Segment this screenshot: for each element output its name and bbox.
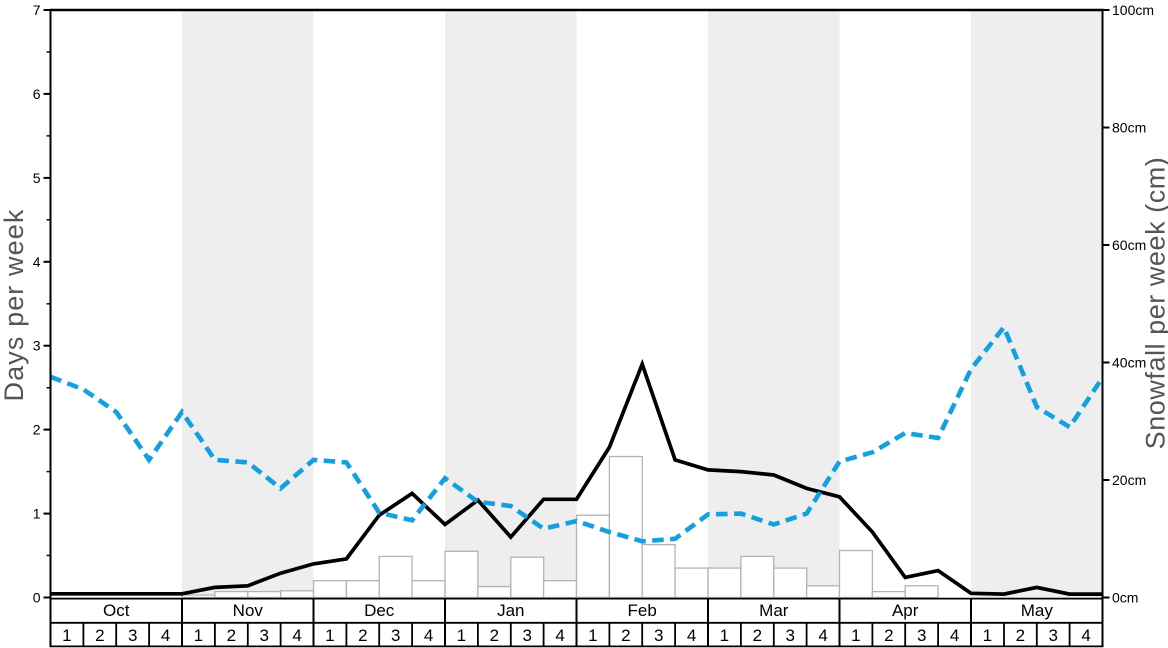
svg-text:2: 2 <box>227 626 236 645</box>
svg-text:3: 3 <box>33 338 41 354</box>
svg-text:2: 2 <box>884 626 893 645</box>
svg-text:40cm: 40cm <box>1112 355 1146 371</box>
svg-text:3: 3 <box>259 626 268 645</box>
svg-text:80cm: 80cm <box>1112 120 1146 136</box>
svg-text:2: 2 <box>753 626 762 645</box>
svg-text:1: 1 <box>33 506 41 522</box>
svg-text:Days per week: Days per week <box>0 209 29 402</box>
svg-text:1: 1 <box>457 626 466 645</box>
svg-text:4: 4 <box>950 626 959 645</box>
svg-text:2: 2 <box>621 626 630 645</box>
svg-text:Jan: Jan <box>497 601 524 620</box>
svg-text:20cm: 20cm <box>1112 472 1146 488</box>
svg-text:3: 3 <box>391 626 400 645</box>
svg-text:May: May <box>1021 601 1054 620</box>
svg-text:2: 2 <box>1016 626 1025 645</box>
svg-text:4: 4 <box>818 626 827 645</box>
svg-text:3: 3 <box>1048 626 1057 645</box>
svg-text:3: 3 <box>917 626 926 645</box>
svg-text:1: 1 <box>194 626 203 645</box>
svg-text:4: 4 <box>292 626 301 645</box>
svg-text:Oct: Oct <box>103 601 130 620</box>
svg-text:Snowfall per week (cm): Snowfall per week (cm) <box>1141 157 1168 450</box>
svg-text:4: 4 <box>555 626 564 645</box>
svg-text:1: 1 <box>588 626 597 645</box>
svg-text:1: 1 <box>62 626 71 645</box>
svg-text:2: 2 <box>490 626 499 645</box>
svg-text:0cm: 0cm <box>1112 590 1138 606</box>
svg-text:4: 4 <box>687 626 696 645</box>
svg-text:3: 3 <box>522 626 531 645</box>
svg-text:4: 4 <box>33 254 41 270</box>
svg-text:Nov: Nov <box>233 601 264 620</box>
svg-text:3: 3 <box>785 626 794 645</box>
svg-text:0: 0 <box>33 590 41 606</box>
svg-text:1: 1 <box>325 626 334 645</box>
svg-text:3: 3 <box>128 626 137 645</box>
svg-text:1: 1 <box>851 626 860 645</box>
svg-text:Dec: Dec <box>364 601 395 620</box>
svg-text:2: 2 <box>33 422 41 438</box>
svg-text:6: 6 <box>33 86 41 102</box>
svg-text:2: 2 <box>95 626 104 645</box>
svg-text:7: 7 <box>33 2 41 18</box>
svg-text:4: 4 <box>161 626 170 645</box>
svg-text:1: 1 <box>720 626 729 645</box>
svg-text:100cm: 100cm <box>1112 2 1154 18</box>
svg-text:Feb: Feb <box>628 601 657 620</box>
svg-text:2: 2 <box>358 626 367 645</box>
svg-text:1: 1 <box>983 626 992 645</box>
svg-text:60cm: 60cm <box>1112 237 1146 253</box>
svg-text:Apr: Apr <box>892 601 919 620</box>
svg-text:3: 3 <box>654 626 663 645</box>
svg-text:5: 5 <box>33 170 41 186</box>
svg-text:Mar: Mar <box>759 601 789 620</box>
svg-text:4: 4 <box>424 626 433 645</box>
svg-text:4: 4 <box>1081 626 1090 645</box>
